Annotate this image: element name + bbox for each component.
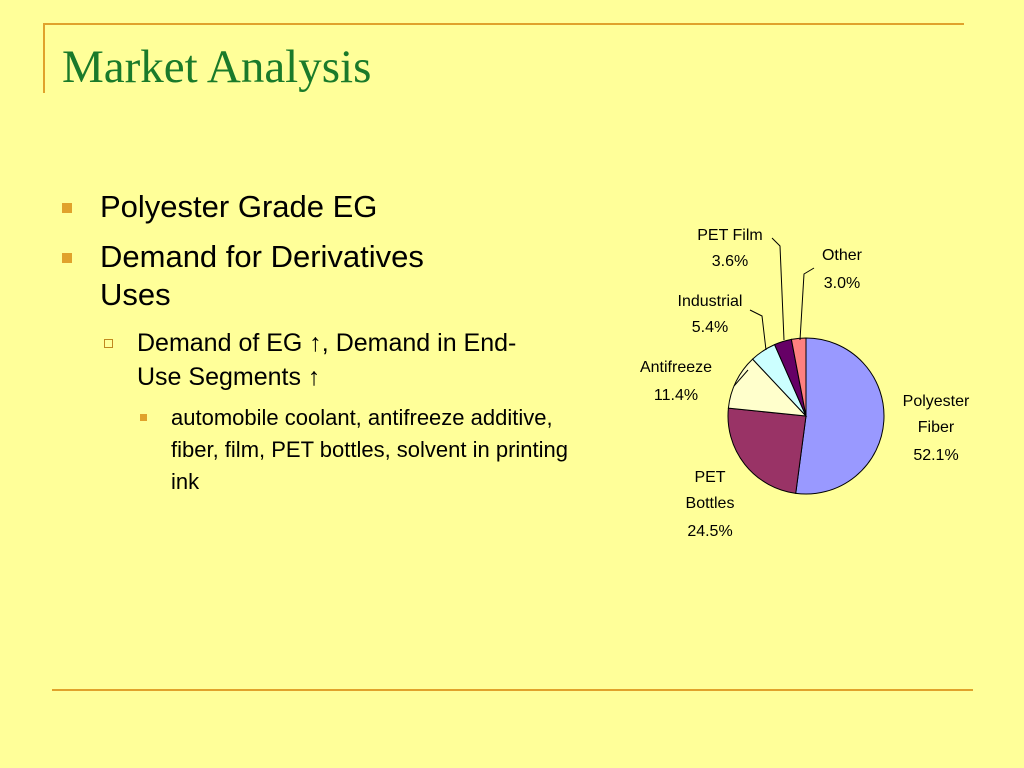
data-label-category: PET — [694, 469, 725, 486]
pie-labels: Polyester Fiber 52.1% PET Bottles 24.5% Antifr… — [640, 227, 970, 540]
data-label-category: Fiber — [918, 419, 955, 436]
data-label-value: 3.0% — [824, 275, 860, 292]
pie-chart: Polyester Fiber 52.1% PET Bottles 24.5% Antifr… — [640, 227, 970, 540]
data-label-value: 24.5% — [687, 523, 732, 540]
data-label-value: 52.1% — [913, 447, 958, 464]
frame-bottom-line — [52, 689, 973, 691]
data-label-category: PET Film — [697, 227, 762, 244]
data-label-value: 3.6% — [712, 253, 748, 270]
bullet-text: Polyester Grade EG — [100, 189, 378, 224]
leader-line — [733, 369, 749, 387]
data-label-category: Antifreeze — [640, 359, 712, 376]
pie-slice-pet-bottles — [727, 407, 807, 494]
square-bullet-icon — [62, 253, 72, 263]
pie-slice-other — [790, 337, 807, 417]
sub-bullet-text: Demand of EG ↑, Demand in End-Use Segmen… — [137, 329, 517, 391]
bullet-item: Demand for Derivatives Uses — [62, 238, 582, 314]
leader-line — [749, 309, 767, 351]
data-label-category: Industrial — [678, 293, 743, 310]
pie-slices — [727, 337, 885, 495]
sub-bullet-item: Demand of EG ↑, Demand in End-Use Segmen… — [104, 326, 582, 394]
data-label-category: Other — [822, 247, 863, 264]
leader-lines — [733, 237, 815, 387]
square-bullet-icon — [62, 203, 72, 213]
pie-slice-polyester-fiber — [795, 337, 885, 495]
bullet-text: Demand for Derivatives Uses — [100, 239, 424, 312]
hollow-square-bullet-icon — [104, 339, 113, 348]
sub-sub-bullet-item: automobile coolant, antifreeze additive,… — [140, 402, 582, 498]
frame-left-line — [43, 23, 45, 93]
leader-line — [799, 267, 815, 341]
bullet-list: Polyester Grade EG Demand for Derivative… — [62, 188, 582, 498]
frame-top-line — [43, 23, 964, 25]
leader-line — [771, 237, 785, 341]
data-label-value: 11.4% — [654, 387, 698, 404]
data-label-value: 5.4% — [692, 319, 728, 336]
bullet-item: Polyester Grade EG — [62, 188, 582, 226]
data-label-category: Bottles — [686, 495, 735, 512]
sub-sub-bullet-text: automobile coolant, antifreeze additive,… — [171, 405, 568, 494]
slide-title: Market Analysis — [62, 41, 372, 93]
square-bullet-icon — [140, 414, 147, 421]
data-label-category: Polyester — [903, 393, 970, 410]
